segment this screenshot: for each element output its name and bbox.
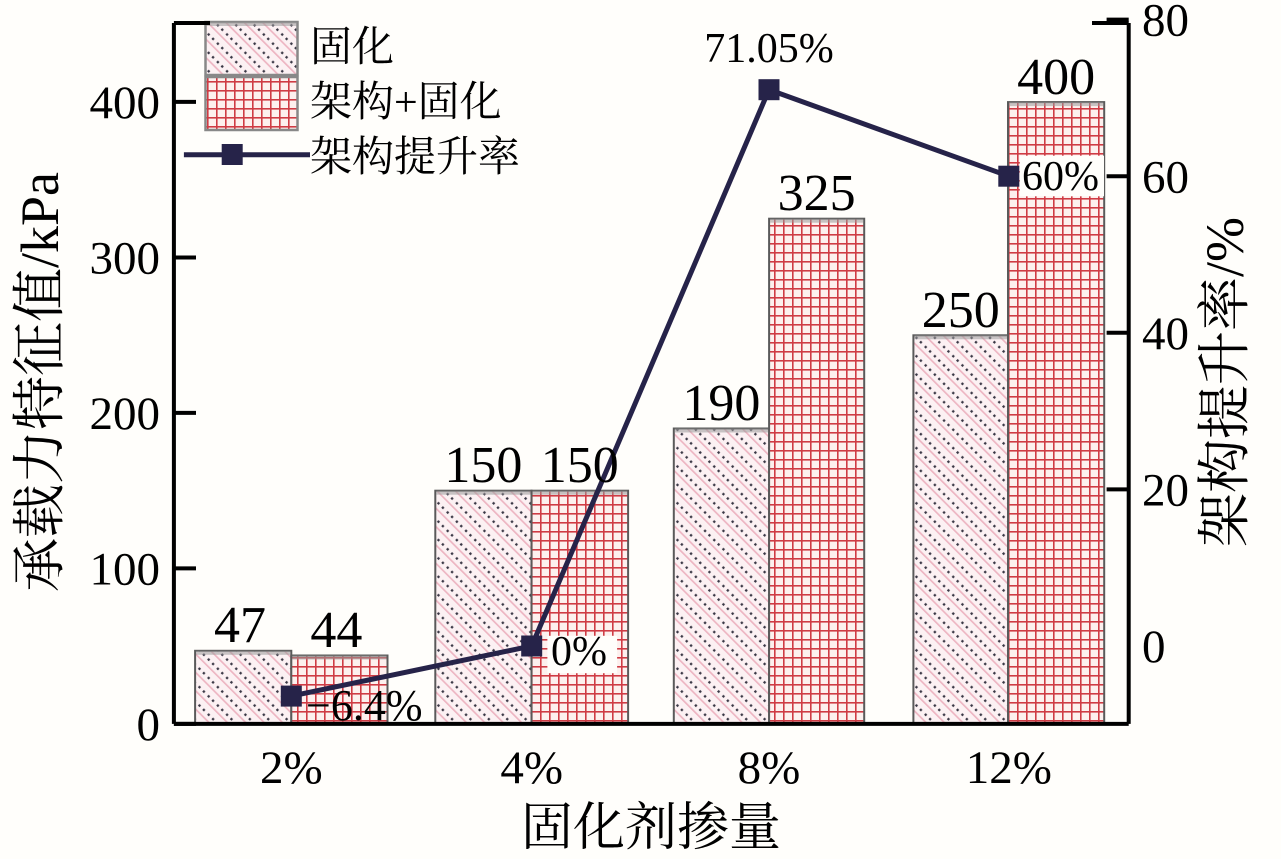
svg-text:60%: 60% xyxy=(1022,154,1099,200)
svg-text:190: 190 xyxy=(682,375,760,432)
svg-text:80: 80 xyxy=(1142,0,1189,47)
svg-text:150: 150 xyxy=(541,437,619,494)
svg-text:250: 250 xyxy=(922,282,1000,339)
svg-text:0%: 0% xyxy=(551,629,607,675)
svg-text:200: 200 xyxy=(90,388,161,440)
svg-text:固化剂掺量: 固化剂掺量 xyxy=(521,800,781,857)
svg-text:0: 0 xyxy=(1142,621,1166,673)
svg-text:架构提升率: 架构提升率 xyxy=(310,134,520,181)
svg-text:20: 20 xyxy=(1142,465,1189,517)
svg-text:4%: 4% xyxy=(500,742,563,794)
svg-text:325: 325 xyxy=(778,165,856,222)
svg-text:300: 300 xyxy=(90,233,161,285)
svg-text:60: 60 xyxy=(1142,151,1189,203)
svg-text:2%: 2% xyxy=(260,742,323,794)
svg-text:架构+固化: 架构+固化 xyxy=(310,80,502,126)
svg-text:400: 400 xyxy=(90,77,161,129)
svg-text:150: 150 xyxy=(444,437,522,494)
svg-text:40: 40 xyxy=(1142,308,1189,360)
svg-text:71.05%: 71.05% xyxy=(704,26,834,72)
svg-text:44: 44 xyxy=(310,602,362,659)
svg-text:400: 400 xyxy=(1017,49,1095,106)
svg-text:承载力特征值/kPa: 承载力特征值/kPa xyxy=(10,172,70,592)
svg-text:100: 100 xyxy=(90,543,161,595)
svg-text:固化: 固化 xyxy=(310,25,394,71)
svg-text:8%: 8% xyxy=(738,742,801,794)
svg-text:12%: 12% xyxy=(966,742,1052,794)
svg-text:架构提升率/%: 架构提升率/% xyxy=(1195,217,1255,547)
svg-text:0: 0 xyxy=(137,699,161,751)
svg-text:47: 47 xyxy=(214,597,266,654)
